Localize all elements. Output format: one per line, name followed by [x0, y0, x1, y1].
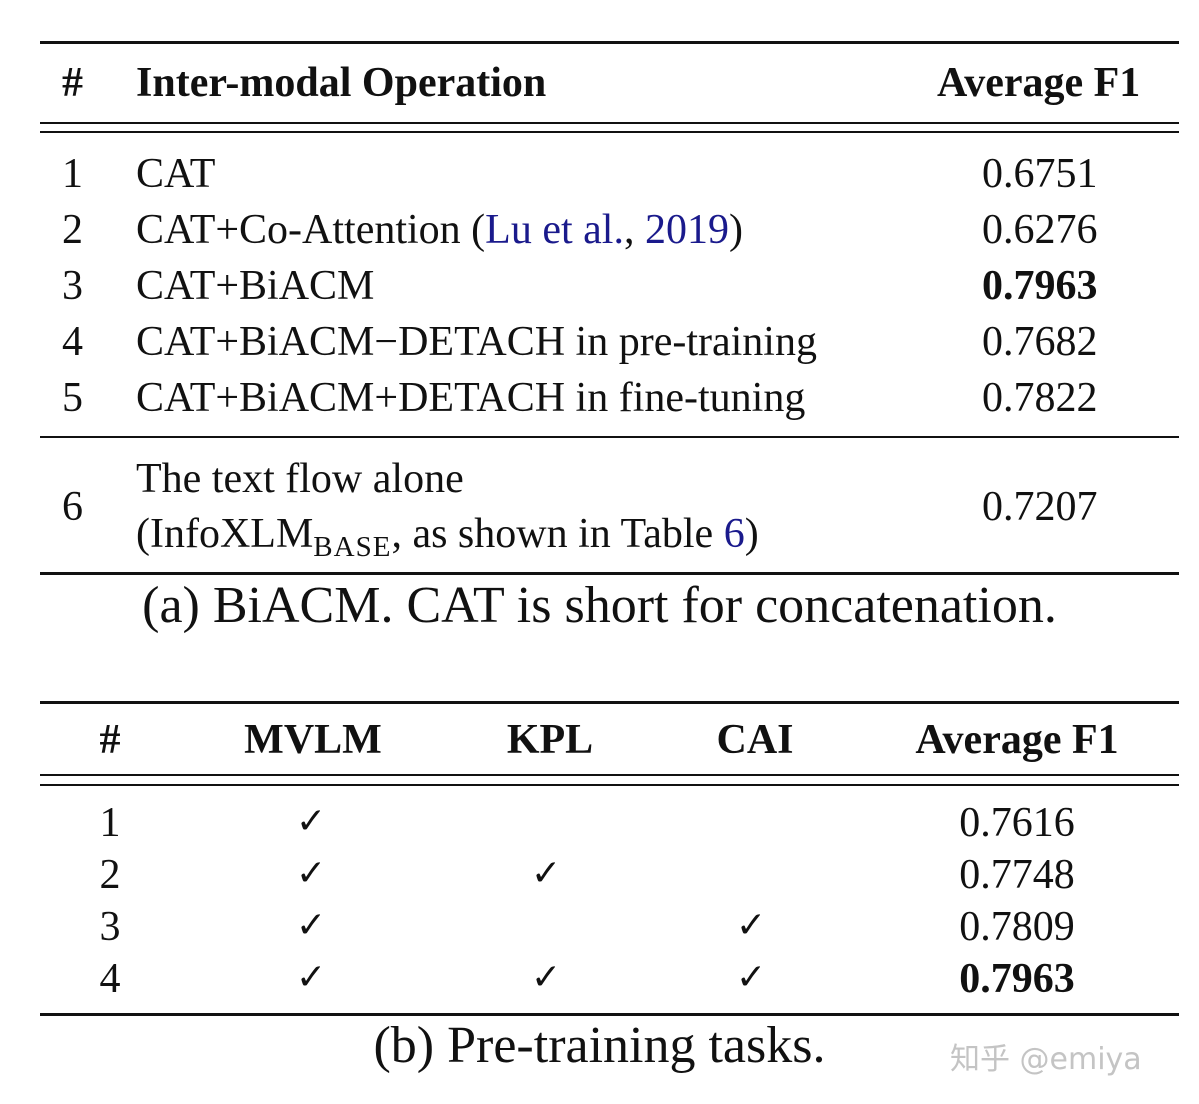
operation-text-close: ): [744, 511, 759, 557]
operation-text: (InfoXLM: [136, 511, 314, 557]
citation-author-link[interactable]: Lu et al.: [485, 207, 624, 253]
mvlm-check-icon: ✓: [296, 957, 327, 998]
mvlm-check-icon: ✓: [296, 905, 327, 946]
row-operation: CAT+BiACM: [136, 263, 375, 309]
row-number: 2: [62, 207, 83, 253]
operation-text-close: ): [728, 207, 743, 253]
table-a-header-operation: Inter-modal Operation: [136, 60, 547, 106]
mvlm-check-icon: ✓: [296, 801, 327, 842]
row-number: 1: [62, 151, 83, 197]
table-a-bottom-rule: [40, 572, 1179, 575]
table-a-caption: (a) BiACM. CAT is short for concatenatio…: [142, 577, 1057, 634]
table-a-header-rule-2: [40, 131, 1179, 133]
table-reference-link[interactable]: 6: [723, 511, 745, 557]
table-a-top-rule: [40, 41, 1179, 44]
row-operation: CAT: [136, 151, 216, 197]
model-size-subscript: BASE: [313, 531, 392, 563]
table-a-mid-rule: [40, 436, 1179, 438]
row-number: 6: [62, 484, 83, 530]
row-f1: 0.7682: [982, 319, 1098, 365]
table-a-header-f1: Average F1: [937, 60, 1141, 106]
table-b-header-kpl: KPL: [506, 717, 594, 763]
row-number: 2: [99, 852, 121, 898]
table-b-header-num: #: [99, 717, 121, 763]
row-f1: 0.7616: [959, 800, 1075, 846]
kpl-check-icon: ✓: [531, 957, 562, 998]
table-b-header-rule-1: [40, 774, 1179, 776]
row-f1-best: 0.7963: [959, 956, 1075, 1002]
operation-text: CAT+Co-Attention (: [136, 207, 486, 253]
row-operation: CAT+BiACM−DETACH in pre-training: [136, 319, 817, 365]
row-f1: 0.6276: [982, 207, 1098, 253]
citation-separator: ,: [623, 207, 645, 253]
table-b-caption: (b) Pre-training tasks.: [373, 1017, 826, 1074]
row-number: 4: [62, 319, 83, 365]
row-f1: 0.7748: [959, 852, 1075, 898]
row-number: 4: [99, 956, 121, 1002]
cai-check-icon: ✓: [736, 905, 767, 946]
row-f1: 0.7207: [982, 484, 1098, 530]
mvlm-check-icon: ✓: [296, 853, 327, 894]
table-b-header-mvlm: MVLM: [244, 717, 382, 763]
cai-check-icon: ✓: [736, 957, 767, 998]
table-b-header-f1: Average F1: [915, 717, 1119, 763]
table-b-top-rule: [40, 701, 1179, 704]
table-b-header-cai: CAI: [716, 717, 794, 763]
table-b-header-rule-2: [40, 784, 1179, 786]
row-operation: CAT+Co-Attention (Lu et al., 2019): [136, 209, 743, 251]
row-number: 5: [62, 375, 83, 421]
table-a-header-num: #: [62, 60, 83, 106]
row-f1: 0.7809: [959, 904, 1075, 950]
table-a-header-rule-1: [40, 122, 1179, 124]
kpl-check-icon: ✓: [531, 853, 562, 894]
row-number: 3: [99, 904, 121, 950]
citation-year-link[interactable]: 2019: [644, 207, 729, 253]
operation-text: , as shown in Table: [391, 511, 724, 557]
row-f1: 0.6751: [982, 151, 1098, 197]
row-operation-line1: The text flow alone: [136, 456, 464, 502]
row-number: 3: [62, 263, 83, 309]
row-f1-best: 0.7963: [982, 263, 1098, 309]
row-f1: 0.7822: [982, 375, 1098, 421]
row-number: 1: [99, 800, 121, 846]
table-b-bottom-rule: [40, 1013, 1179, 1016]
row-operation-line2: (InfoXLMBASE, as shown in Table 6): [136, 511, 759, 562]
row-operation: CAT+BiACM+DETACH in fine-tuning: [136, 375, 806, 421]
watermark: 知乎 @emiya: [950, 1042, 1142, 1077]
